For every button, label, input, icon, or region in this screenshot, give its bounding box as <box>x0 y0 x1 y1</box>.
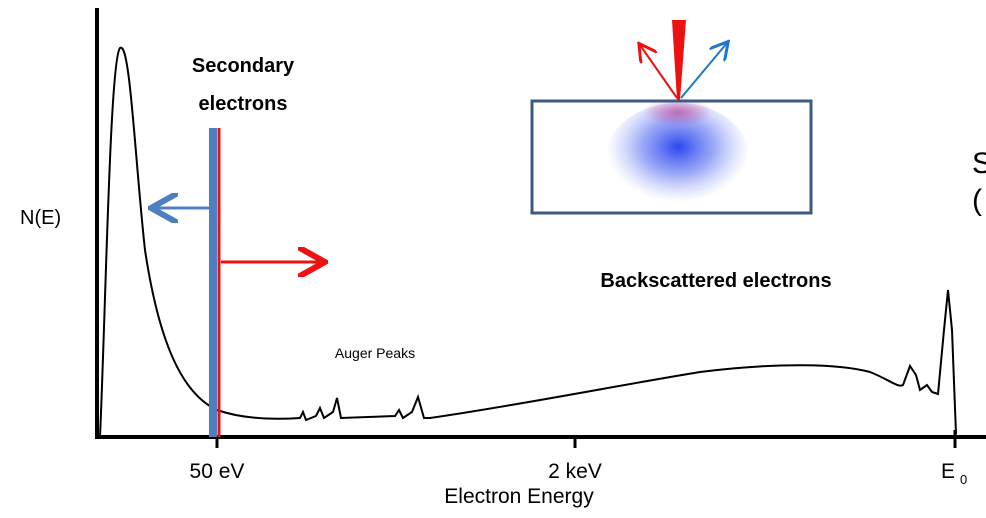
x-tick-label: E <box>941 460 955 483</box>
arrow <box>681 43 727 98</box>
cropped-text: ( <box>972 184 982 217</box>
arrow <box>640 45 677 98</box>
x-tick-label: 2 keV <box>548 460 602 483</box>
x-tick-subscript: 0 <box>960 472 967 487</box>
beam <box>672 20 686 100</box>
x-axis-label: Electron Energy <box>444 485 594 508</box>
figure: N(E) Secondary electrons Backscattered e… <box>0 0 986 518</box>
label: Auger Peaks <box>335 345 415 361</box>
cropped-text: S <box>972 147 986 180</box>
label: electrons <box>199 93 288 115</box>
x-tick-label: 50 eV <box>190 460 245 483</box>
label: Backscattered electrons <box>600 270 831 292</box>
label: Secondary <box>192 55 295 77</box>
y-axis-label: N(E) <box>20 207 61 229</box>
